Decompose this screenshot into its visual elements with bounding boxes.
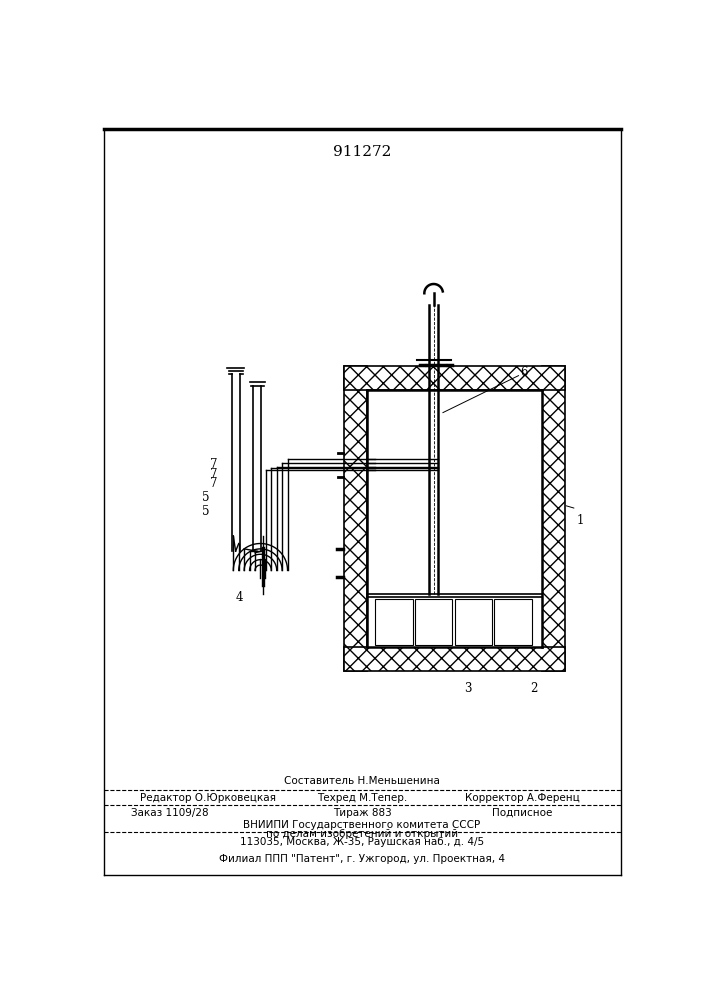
Text: ВНИИПИ Государственного комитета СССР: ВНИИПИ Государственного комитета СССР xyxy=(243,820,481,830)
Text: 7: 7 xyxy=(210,468,218,481)
Text: 3: 3 xyxy=(464,682,472,695)
Bar xyxy=(344,366,565,389)
Text: Техред М.Тепер.: Техред М.Тепер. xyxy=(317,793,407,803)
Text: 1: 1 xyxy=(577,514,584,527)
Text: 5: 5 xyxy=(202,491,210,504)
Bar xyxy=(455,599,492,645)
Text: 7: 7 xyxy=(210,458,218,471)
Text: Филиал ППП "Патент", г. Ужгород, ул. Проектная, 4: Филиал ППП "Патент", г. Ужгород, ул. Про… xyxy=(219,854,505,864)
Text: 113035, Москва, Ж-35, Раушская наб., д. 4/5: 113035, Москва, Ж-35, Раушская наб., д. … xyxy=(240,837,484,847)
Text: Подписное: Подписное xyxy=(492,808,553,818)
Text: 4: 4 xyxy=(235,591,243,604)
Text: Корректор А.Ференц: Корректор А.Ференц xyxy=(465,793,580,803)
Bar xyxy=(344,366,368,671)
Text: 911272: 911272 xyxy=(333,145,391,159)
Text: по делам изобретений и открытий: по делам изобретений и открытий xyxy=(266,829,458,839)
Text: 2: 2 xyxy=(530,682,538,695)
Bar xyxy=(344,647,565,671)
Bar xyxy=(368,389,542,647)
Text: Составитель Н.Меньшенина: Составитель Н.Меньшенина xyxy=(284,776,440,786)
Text: Редактор О.Юрковецкая: Редактор О.Юрковецкая xyxy=(141,793,276,803)
Text: 5: 5 xyxy=(202,505,210,518)
Bar xyxy=(375,599,412,645)
Text: 6: 6 xyxy=(520,366,527,379)
Bar xyxy=(542,366,565,671)
Bar xyxy=(494,599,532,645)
Bar xyxy=(415,599,452,645)
Text: Тираж 883: Тираж 883 xyxy=(332,808,392,818)
Text: Заказ 1109/28: Заказ 1109/28 xyxy=(131,808,209,818)
Text: 7: 7 xyxy=(210,477,218,490)
